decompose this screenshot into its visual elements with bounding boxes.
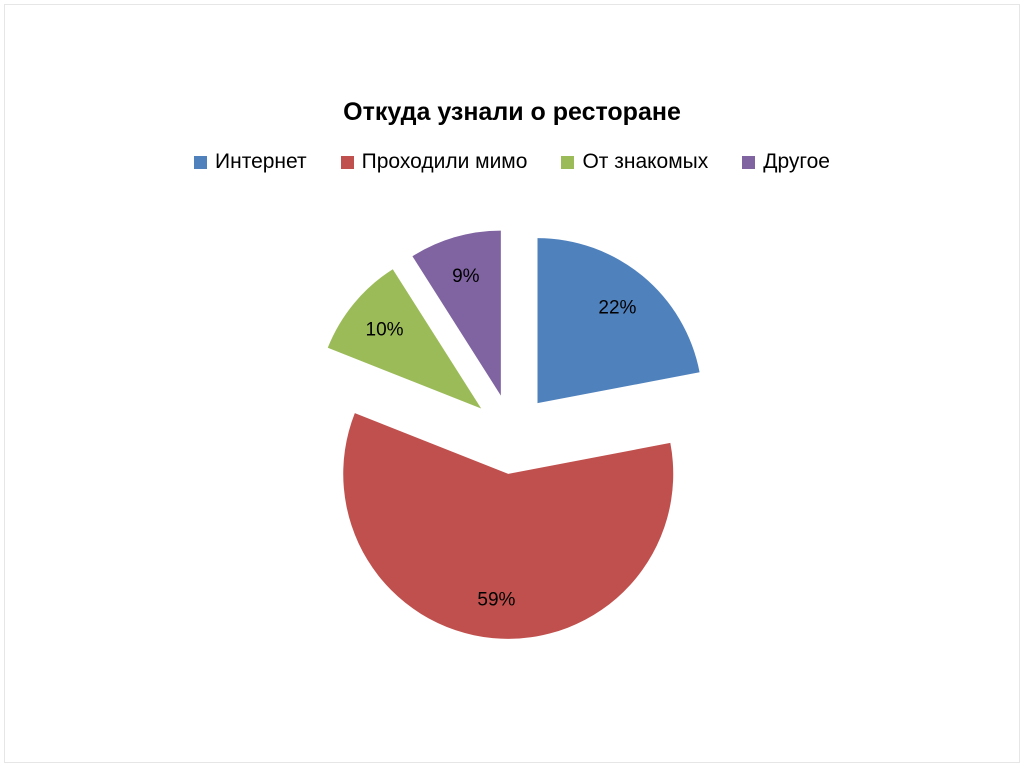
data-label: 22% (598, 298, 636, 319)
legend-label: Интернет (215, 150, 307, 173)
data-label: 59% (477, 590, 515, 611)
legend-item-other: Другое (742, 150, 830, 174)
legend-label: Проходили мимо (361, 150, 528, 173)
legend-swatch (561, 155, 575, 169)
legend-item-acquaintances: От знакомых (561, 150, 708, 174)
slice-acquaintances (327, 269, 482, 409)
data-label: 10% (366, 320, 404, 341)
legend-swatch (340, 155, 354, 169)
legend-swatch (742, 155, 756, 169)
legend-swatch (194, 155, 207, 169)
data-label: 9% (452, 266, 480, 287)
slice-internet (537, 238, 700, 404)
legend-item-passed-by: Проходили мимо (340, 150, 528, 174)
slice-other (412, 230, 501, 396)
legend-label: Другое (763, 150, 830, 173)
legend-item-internet: Интернет (194, 150, 307, 174)
chart-title: Откуда узнали о ресторане (343, 98, 681, 126)
chart-legend: Интернет Проходили мимо От знакомых Друг… (0, 150, 1024, 174)
chart-frame (4, 4, 1020, 763)
legend-label: От знакомых (582, 150, 709, 173)
slice-passed-by (343, 413, 674, 639)
